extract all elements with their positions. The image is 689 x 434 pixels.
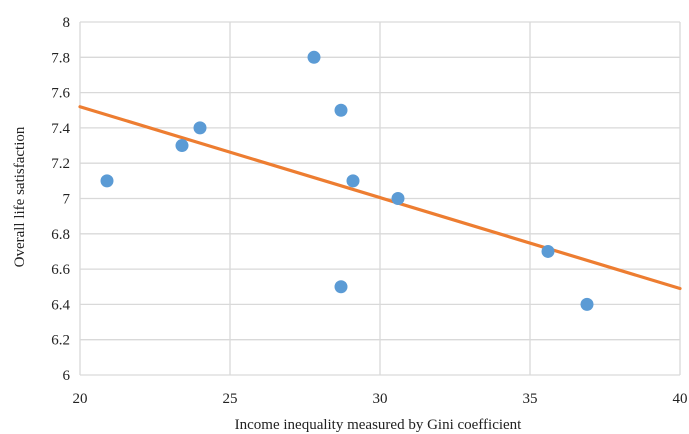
- y-tick-label: 6.2: [51, 333, 70, 349]
- y-tick-labels: 6 6.2 6.4 6.6 6.8 7 7.2 7.4 7.6 7.8 8: [51, 15, 70, 384]
- x-tick-label: 40: [673, 391, 688, 407]
- data-point: [346, 174, 360, 188]
- y-tick-label: 6.8: [51, 227, 70, 243]
- y-tick-label: 8: [63, 15, 71, 31]
- y-tick-label: 7.4: [51, 121, 70, 137]
- data-point: [391, 192, 405, 205]
- y-tick-label: 7.6: [51, 86, 70, 102]
- x-axis-label: Income inequality measured by Gini coeff…: [235, 417, 523, 433]
- x-tick-label: 25: [223, 391, 238, 407]
- x-tick-labels: 20 25 30 35 40: [73, 391, 688, 407]
- trendline-group: [78, 105, 682, 291]
- y-tick-label: 7.2: [51, 156, 70, 172]
- data-point: [100, 174, 114, 188]
- data-points: [100, 50, 594, 311]
- y-tick-label: 6: [63, 368, 71, 384]
- trendline: [78, 105, 682, 291]
- y-tick-label: 6.4: [51, 297, 70, 313]
- data-point: [580, 297, 594, 311]
- y-tick-label: 7: [63, 192, 71, 208]
- x-tick-label: 30: [373, 391, 388, 407]
- data-point: [175, 139, 189, 153]
- y-axis-label: Overall life satisfaction: [12, 126, 28, 267]
- x-tick-label: 20: [73, 391, 88, 407]
- data-point: [334, 280, 348, 294]
- y-tick-label: 7.8: [51, 50, 70, 66]
- data-point: [307, 50, 321, 64]
- y-tick-label: 6.6: [51, 262, 70, 278]
- data-point: [193, 121, 207, 135]
- data-point: [334, 103, 348, 117]
- x-tick-label: 35: [523, 391, 538, 407]
- data-point: [541, 244, 555, 258]
